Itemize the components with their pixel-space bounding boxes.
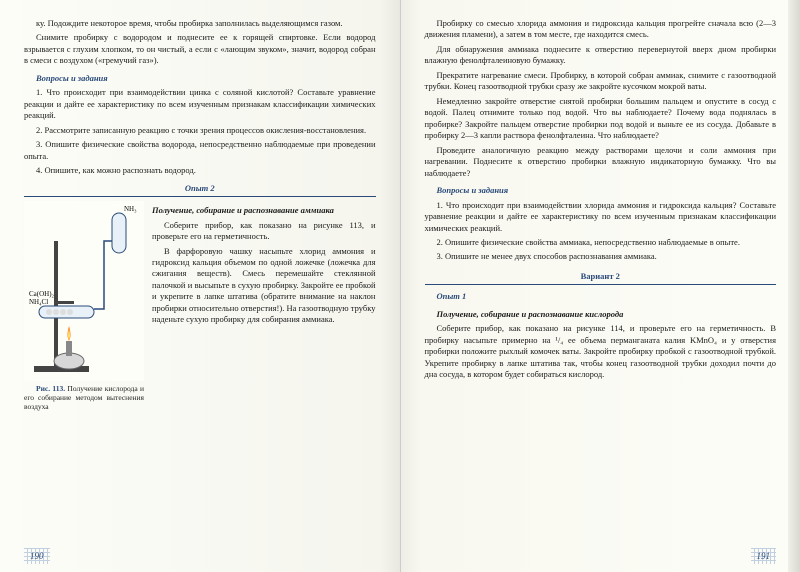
right-q1: 1. Что происходит при взаимодействии хло…: [425, 200, 777, 234]
left-page: ку. Подождите некоторое время, чтобы про…: [0, 0, 401, 572]
right-q2: 2. Опишите физические свойства аммиака, …: [425, 237, 777, 248]
right-p4: Немедленно закройте отверстие снятой про…: [425, 96, 777, 142]
experiment-2-header: Опыт 2: [24, 183, 376, 197]
question-2: 2. Рассмотрите записанную реакцию с точк…: [24, 125, 376, 136]
page-number-right: 191: [751, 548, 777, 564]
exp2-p2: В фарфоровую чашку насыпьте хлорид аммон…: [152, 246, 376, 326]
intro-text-2: Снимите пробирку с водородом и поднесите…: [24, 32, 376, 66]
right-p3: Прекратите нагревание смеси. Пробирку, в…: [425, 70, 777, 93]
intro-text-1: ку. Подождите некоторое время, чтобы про…: [24, 18, 376, 29]
question-1: 1. Что происходит при взаимодействии цин…: [24, 87, 376, 121]
exp2-subtitle: Получение, собирание и распознавание амм…: [152, 205, 376, 216]
figure-caption: Рис. 113. Получение кислорода и его соби…: [24, 384, 144, 411]
figure-113: NH₃ Ca(OH)₂ NH₄Cl: [24, 201, 144, 381]
svg-text:NH₄Cl: NH₄Cl: [29, 298, 48, 306]
variant-2-header: Вариант 2: [425, 271, 777, 285]
qa-title-left: Вопросы и задания: [24, 73, 376, 84]
page-number-left: 190: [24, 548, 50, 564]
right-p1: Пробирку со смесью хлорида аммония и гид…: [425, 18, 777, 41]
right-page: Пробирку со смесью хлорида аммония и гид…: [401, 0, 800, 572]
exp2-p1: Соберите прибор, как показано на рисунке…: [152, 220, 376, 243]
book-binding: [788, 0, 800, 572]
qa-title-right: Вопросы и задания: [425, 185, 777, 196]
exp1-p1: Соберите прибор, как показано на рисунке…: [425, 323, 777, 380]
right-p2: Для обнаружения аммиака поднесите к отве…: [425, 44, 777, 67]
right-q3: 3. Опишите не менее двух способов распоз…: [425, 251, 777, 262]
experiment-1-header: Опыт 1: [425, 291, 777, 304]
question-4: 4. Опишите, как можно распознать водород…: [24, 165, 376, 176]
exp1-subtitle: Получение, собирание и распознавание кис…: [425, 309, 777, 320]
svg-text:Ca(OH)₂: Ca(OH)₂: [29, 290, 55, 298]
svg-text:NH₃: NH₃: [124, 205, 137, 213]
figure-row: NH₃ Ca(OH)₂ NH₄Cl Рис. 113. Получение ки…: [24, 201, 376, 414]
right-p5: Проведите аналогичную реакцию между раст…: [425, 145, 777, 179]
question-3: 3. Опишите физические свойства водорода,…: [24, 139, 376, 162]
